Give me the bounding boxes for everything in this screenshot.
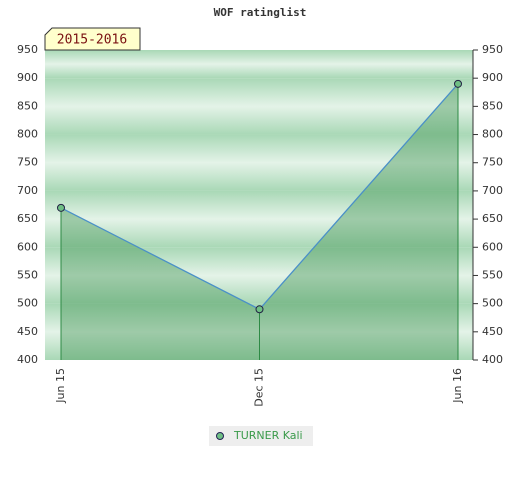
y-tick-label: 900 [17, 71, 38, 84]
y-tick-label: 950 [17, 43, 38, 56]
x-tick-label: Dec 15 [253, 368, 266, 407]
legend-marker [216, 432, 224, 440]
y-tick-label: 850 [17, 99, 38, 112]
y2-tick-label: 750 [482, 156, 503, 169]
y-tick-label: 550 [17, 268, 38, 281]
y2-tick-label: 700 [482, 184, 503, 197]
marker [255, 305, 264, 314]
y2-tick-label: 600 [482, 240, 503, 253]
y-tick-label: 600 [17, 240, 38, 253]
background-band [45, 190, 473, 248]
area-fill [61, 83, 458, 361]
y-tick-label: 750 [17, 156, 38, 169]
legend-label: TURNER Kali [233, 429, 303, 442]
y2-tick-label: 950 [482, 43, 503, 56]
y2-tick-label: 500 [482, 297, 503, 310]
background-band [45, 50, 473, 79]
x-tick-label: Jun 15 [54, 368, 67, 404]
annotation-box [44, 27, 141, 51]
y2-tick-label: 550 [482, 268, 503, 281]
plot-area: 400 400 450 450 500 500 550 550 600 600 650 650 700 7… [17, 43, 503, 407]
background-band [45, 134, 473, 191]
background-band [45, 247, 473, 304]
background-band [45, 78, 473, 135]
chart-title: WOF ratinglist [214, 6, 307, 19]
annotation: 2015-2016 [57, 33, 127, 48]
legend-box [209, 426, 313, 446]
marker [454, 79, 462, 88]
y2-tick-label: 900 [482, 71, 503, 84]
y-tick-label: 800 [17, 128, 38, 141]
y-tick-label: 700 [17, 184, 38, 197]
y2-tick-label: 450 [482, 325, 503, 338]
y-tick-label: 500 [17, 297, 38, 310]
y2-tick-label: 800 [482, 128, 503, 141]
y2-tick-label: 650 [482, 212, 503, 225]
y2-tick-label: 850 [482, 99, 503, 112]
y-tick-label: 450 [17, 325, 38, 338]
y-tick-label: 650 [17, 212, 38, 225]
y2-tick-label: 400 [482, 353, 503, 366]
x-tick-label: Jun 16 [451, 368, 464, 404]
marker [57, 203, 65, 212]
y-tick-label: 400 [17, 353, 38, 366]
